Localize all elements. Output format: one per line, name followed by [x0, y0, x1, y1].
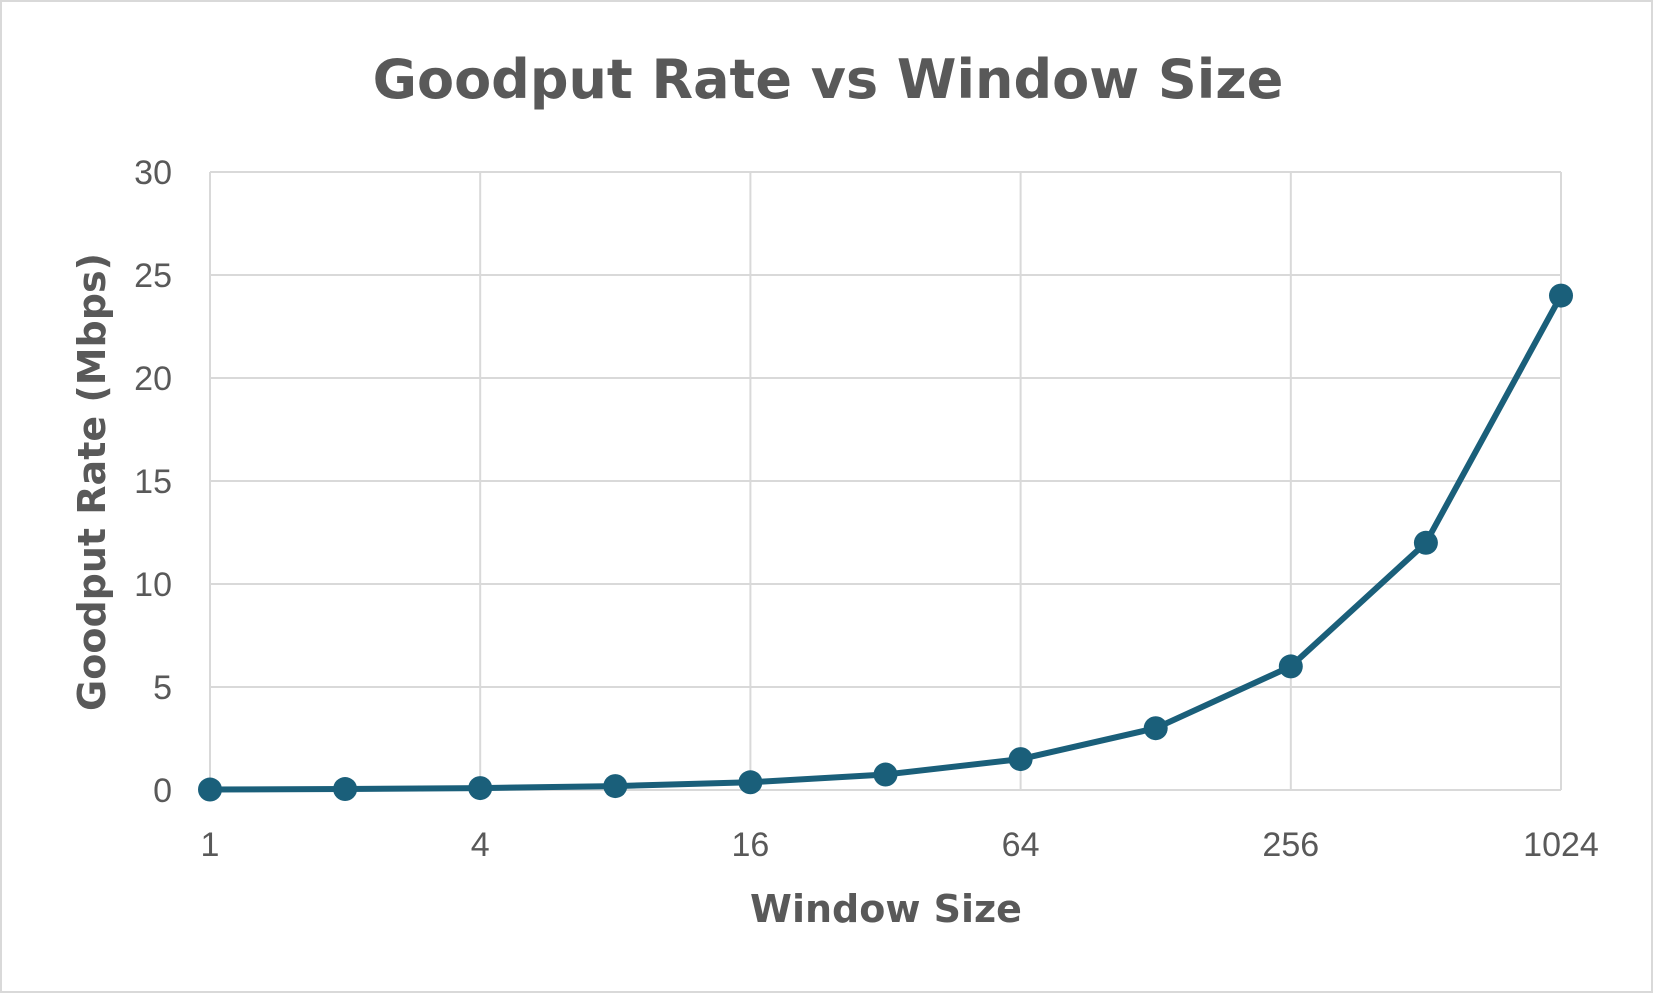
- data-point: [333, 777, 358, 802]
- y-axis-title: Goodput Rate (Mbps): [70, 253, 114, 711]
- x-tick-label: 4: [471, 826, 490, 864]
- x-tick-label: 16: [731, 826, 769, 864]
- series-layer: [198, 283, 1573, 802]
- y-tick-label: 10: [134, 566, 172, 604]
- x-tick-label: 1: [201, 826, 220, 864]
- data-point: [1008, 747, 1033, 772]
- y-tick-label: 15: [134, 463, 172, 501]
- x-tick-label: 1024: [1523, 826, 1599, 864]
- y-tick-label: 20: [134, 360, 172, 398]
- data-point: [873, 762, 898, 787]
- y-tick-label: 30: [134, 154, 172, 192]
- data-point: [603, 774, 628, 799]
- chart-title: Goodput Rate vs Window Size: [373, 48, 1284, 111]
- data-point: [1413, 530, 1438, 555]
- y-axis-tick-labels: 0 5 10 15 20 25 30: [134, 154, 172, 810]
- x-tick-label: 256: [1262, 826, 1319, 864]
- data-point: [468, 776, 493, 801]
- y-tick-label: 0: [153, 772, 172, 810]
- y-tick-label: 25: [134, 257, 172, 295]
- y-tick-label: 5: [153, 669, 172, 707]
- series-line: [207, 292, 1564, 793]
- data-point: [738, 770, 763, 795]
- data-point: [1278, 654, 1303, 679]
- x-axis-tick-labels: 1 4 16 64 256 1024: [201, 826, 1599, 864]
- data-point: [1549, 283, 1573, 308]
- x-tick-label: 64: [1002, 826, 1040, 864]
- x-axis-title: Window Size: [750, 887, 1022, 931]
- data-point: [1143, 716, 1168, 741]
- data-point: [198, 777, 222, 802]
- gridlines: [209, 171, 1562, 791]
